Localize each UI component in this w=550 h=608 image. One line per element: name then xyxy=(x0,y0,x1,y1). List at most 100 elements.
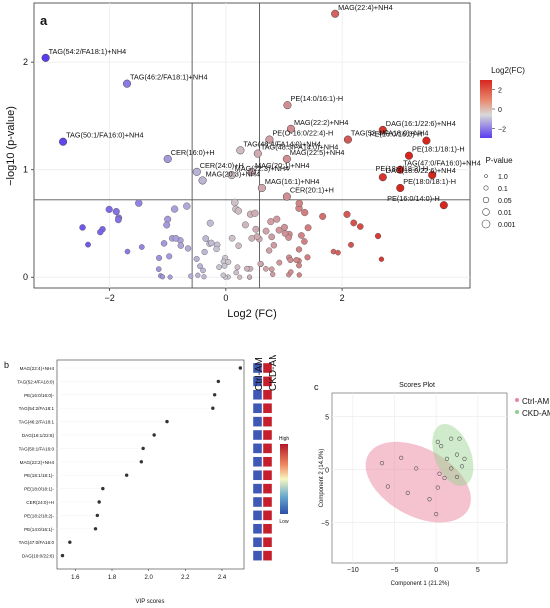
volcano-point xyxy=(200,267,206,274)
volcano-point-significant xyxy=(163,154,172,163)
volcano-point xyxy=(296,272,302,278)
scores-point-ckd-am xyxy=(459,464,465,469)
vip-rows: MAG(22:4)+NH4 TAG(52:4/FA18:0) PE(16:0/16:… xyxy=(17,366,243,559)
scores-point-ckd-am xyxy=(449,466,454,471)
volcano-point-significant xyxy=(343,135,352,144)
scores-point-ctrl-am xyxy=(414,466,419,471)
volcano-point xyxy=(225,259,232,265)
heatmap-cell-ckd-am xyxy=(262,429,273,441)
heatmap-cell-ckd-am xyxy=(262,376,273,387)
volcano-point-significant xyxy=(247,167,257,176)
volcano-point-label: DAG(18:0/22:6)+NH4 xyxy=(386,166,456,175)
volcano-point-significant xyxy=(41,53,50,62)
size-legend-label: 0.01 xyxy=(498,210,512,217)
volcano-point xyxy=(293,257,300,263)
volcano-point-label: TAG(48:3/FA14:0)+NH4 xyxy=(261,143,339,152)
panel-b-label: b xyxy=(4,360,9,370)
scores-points xyxy=(379,436,467,517)
volcano-point xyxy=(304,224,312,232)
vip-plot-area xyxy=(56,359,245,570)
confidence-ellipse-ctrl-am xyxy=(365,441,471,523)
vip-row-label: CER(24:0)+H xyxy=(26,500,54,505)
volcano-point xyxy=(167,274,173,280)
volcano-point xyxy=(343,210,351,218)
volcano-point-significant xyxy=(59,137,68,146)
volcano-point xyxy=(221,262,228,269)
scores-point-ckd-am xyxy=(444,456,450,461)
colorbar-title: Log2(FC) xyxy=(491,66,525,75)
size-legend-label: 0.1 xyxy=(498,186,508,193)
volcano-point-significant xyxy=(331,9,340,18)
volcano-points xyxy=(41,9,448,280)
colorbar-low-label: Low xyxy=(279,519,289,525)
volcano-point xyxy=(114,216,122,224)
volcano-point xyxy=(335,249,341,256)
vip-score-point xyxy=(101,486,105,491)
volcano-point-significant xyxy=(396,183,405,193)
volcano-point xyxy=(348,241,354,248)
scores-point-ckd-am xyxy=(454,452,460,457)
volcano-point-label: TAG(46:2/FA18:1)+NH4 xyxy=(130,73,208,82)
vip-score-point xyxy=(212,393,217,397)
vip-x-tick-label: 1.8 xyxy=(108,575,117,581)
vip-score-point xyxy=(95,513,100,518)
vip-x-tick-label: 2.2 xyxy=(181,575,190,581)
heatmap-cell-ctrl-am xyxy=(252,429,263,441)
volcano-point xyxy=(166,253,173,260)
vip-row-label: MAG(22:2)+NH4 xyxy=(20,460,55,465)
scores-plot-title: Scores Plot xyxy=(399,382,435,389)
volcano-y-tick-label: 1 xyxy=(23,165,28,175)
volcano-point-label: PE(18:2/18:2)-H xyxy=(375,164,428,173)
volcano-point xyxy=(170,205,179,213)
heatmap-cell-ctrl-am xyxy=(252,403,263,414)
volcano-point-label: MAG(22:2)+NH4 xyxy=(294,118,349,127)
legend-marker-ctrl-am xyxy=(515,398,519,402)
scores-x-tick-label: 0 xyxy=(434,567,438,574)
vip-row-label: PE(14:0/16:1)- xyxy=(24,527,54,532)
panel-a-label: a xyxy=(40,13,48,28)
volcano-point xyxy=(275,226,283,234)
vip-row-label: TAG(52:4/FA18:0) xyxy=(17,379,54,384)
volcano-point xyxy=(268,233,275,241)
volcano-point xyxy=(266,247,273,254)
heatmap-cell-ckd-am xyxy=(262,403,273,414)
volcano-point-label: TAG(52:4/FA18:0)+NH4 xyxy=(351,129,429,138)
volcano-point xyxy=(201,248,208,256)
panel-c-label: c xyxy=(314,382,319,392)
vip-score-point xyxy=(211,406,215,410)
vip-score-point xyxy=(124,473,129,477)
heatmap-cell-ctrl-am xyxy=(252,536,263,548)
volcano-point xyxy=(267,218,275,226)
volcano-point xyxy=(288,269,294,275)
size-legend-marker xyxy=(484,174,488,178)
volcano-point-significant xyxy=(227,171,236,180)
scores-point-ctrl-am xyxy=(379,461,385,466)
volcano-point-label: PE(18:0/18:1)-H xyxy=(403,177,456,186)
vip-score-point xyxy=(139,460,144,464)
scores-x-tick-label: 5 xyxy=(476,567,480,574)
volcano-point xyxy=(208,239,215,247)
heatmap-cell-ckd-am xyxy=(262,536,273,548)
volcano-point-label: MAG(20:1)+NH4 xyxy=(255,161,310,170)
volcano-point xyxy=(79,224,86,231)
volcano-y-tick-label: 0 xyxy=(23,272,28,282)
volcano-point xyxy=(97,229,104,236)
volcano-y-axis-label: −log10 (p-value) xyxy=(5,106,17,186)
volcano-point xyxy=(273,215,281,223)
scores-legend: Ctrl-AM CKD-AM xyxy=(515,397,550,418)
vip-row-label: PE(18:0/18:1)- xyxy=(24,487,54,492)
volcano-point-significant xyxy=(378,173,387,182)
vip-x-tick-label: 2.4 xyxy=(218,575,227,581)
heatmap-cell-ctrl-am xyxy=(252,456,263,468)
volcano-point-label: TAG(50:1/FA16:0)+NH4 xyxy=(66,131,144,140)
volcano-point-label: MAG(16:1)+NH4 xyxy=(265,177,320,186)
vip-score-point xyxy=(60,553,65,558)
confidence-ellipses xyxy=(365,423,474,523)
heatmap-cell-ckd-am xyxy=(262,416,273,427)
scores-point-ctrl-am xyxy=(427,497,432,502)
heatmap-cell-ctrl-am xyxy=(252,550,263,561)
volcano-point xyxy=(233,269,239,276)
legend-marker-ckd-am xyxy=(515,410,519,414)
volcano-point-label: PE(16:0/16:0)-H xyxy=(370,130,423,139)
column-header-ckd-am: CKD-AM xyxy=(268,355,279,391)
